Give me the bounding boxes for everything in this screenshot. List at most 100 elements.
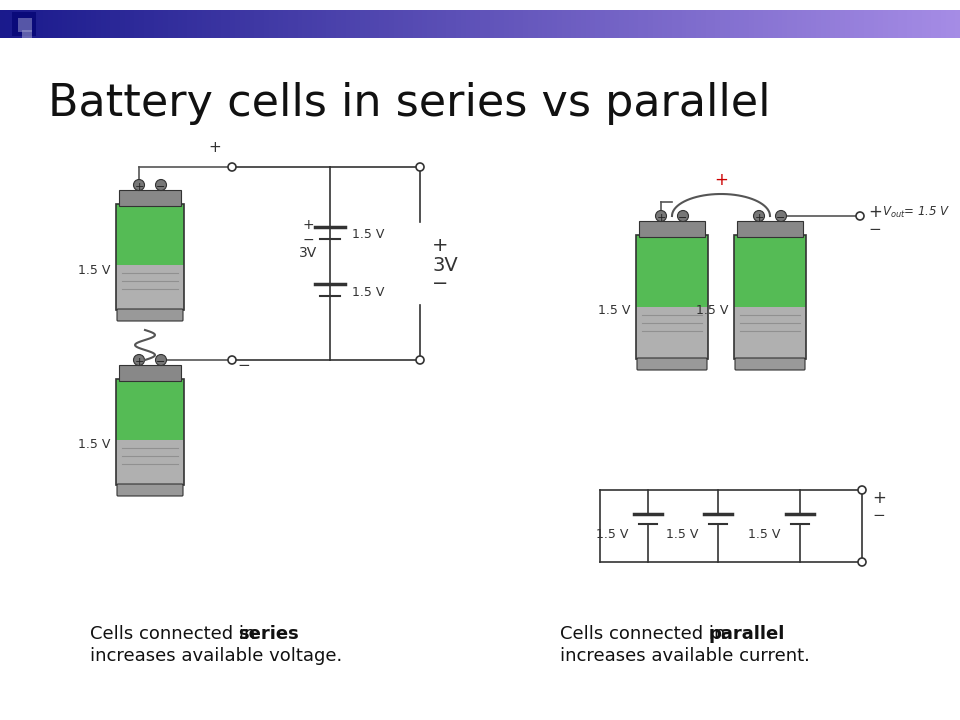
Bar xyxy=(379,10,385,38)
Text: 1.5 V: 1.5 V xyxy=(595,528,628,541)
Bar xyxy=(432,10,438,38)
Bar xyxy=(206,10,212,38)
Bar xyxy=(14,10,20,38)
Bar xyxy=(149,10,155,38)
Bar xyxy=(648,10,654,38)
Bar xyxy=(125,10,131,38)
Text: 1.5 V: 1.5 V xyxy=(352,286,384,299)
Bar xyxy=(883,10,889,38)
Circle shape xyxy=(776,210,786,222)
Bar xyxy=(360,10,366,38)
Circle shape xyxy=(156,179,166,191)
Bar xyxy=(523,10,529,38)
Bar xyxy=(782,10,788,38)
Bar xyxy=(403,10,409,38)
Text: −: − xyxy=(156,357,166,367)
Bar xyxy=(298,10,303,38)
Bar xyxy=(634,10,639,38)
Text: 1.5 V: 1.5 V xyxy=(78,438,110,451)
Bar xyxy=(636,307,708,359)
Bar xyxy=(614,10,620,38)
Bar xyxy=(365,10,371,38)
Bar xyxy=(110,10,116,38)
Bar xyxy=(86,10,92,38)
Bar xyxy=(672,10,678,38)
Bar xyxy=(182,10,188,38)
Bar xyxy=(278,10,284,38)
Bar xyxy=(787,10,793,38)
Bar xyxy=(250,10,255,38)
Bar xyxy=(893,10,899,38)
Bar xyxy=(130,10,135,38)
Bar xyxy=(658,10,663,38)
Bar xyxy=(552,10,558,38)
Bar xyxy=(5,10,11,38)
Bar xyxy=(216,10,222,38)
Bar xyxy=(629,10,635,38)
Bar xyxy=(605,10,611,38)
Bar xyxy=(187,10,193,38)
Text: 1.5 V: 1.5 V xyxy=(352,228,384,241)
Bar xyxy=(677,10,683,38)
Bar xyxy=(926,10,932,38)
Bar xyxy=(922,10,927,38)
Bar xyxy=(240,10,246,38)
Bar xyxy=(134,10,140,38)
Bar xyxy=(346,10,351,38)
Bar xyxy=(12,12,36,36)
Bar xyxy=(586,10,591,38)
Bar xyxy=(706,10,711,38)
Text: −: − xyxy=(777,213,785,223)
Bar xyxy=(322,10,327,38)
Bar xyxy=(845,10,851,38)
Bar xyxy=(610,10,615,38)
Bar xyxy=(874,10,879,38)
Bar xyxy=(533,10,539,38)
Bar xyxy=(749,10,755,38)
Bar xyxy=(475,10,481,38)
Bar xyxy=(470,10,476,38)
Bar xyxy=(480,10,486,38)
Text: +: + xyxy=(868,203,882,221)
Bar xyxy=(96,10,102,38)
Bar xyxy=(312,10,318,38)
Bar xyxy=(955,10,960,38)
Bar xyxy=(264,10,270,38)
Bar xyxy=(58,10,63,38)
Bar xyxy=(442,10,447,38)
Bar xyxy=(336,10,342,38)
Bar xyxy=(418,10,423,38)
Bar xyxy=(821,10,827,38)
Bar xyxy=(154,10,159,38)
Bar xyxy=(116,266,184,310)
Bar xyxy=(101,10,107,38)
Bar xyxy=(950,10,956,38)
Text: −: − xyxy=(868,222,880,238)
Bar xyxy=(288,10,294,38)
Bar xyxy=(595,10,601,38)
Bar xyxy=(245,10,251,38)
Bar xyxy=(38,10,44,38)
Bar xyxy=(696,10,702,38)
Bar xyxy=(451,10,457,38)
Text: Battery cells in series vs parallel: Battery cells in series vs parallel xyxy=(48,82,771,125)
Text: +: + xyxy=(657,213,665,223)
Circle shape xyxy=(856,212,864,220)
Bar xyxy=(754,10,759,38)
FancyBboxPatch shape xyxy=(637,358,707,370)
Bar xyxy=(120,10,126,38)
Bar xyxy=(307,10,313,38)
Text: −: − xyxy=(679,213,687,223)
Bar xyxy=(62,10,68,38)
Text: series: series xyxy=(238,625,299,643)
Bar xyxy=(528,10,534,38)
Bar xyxy=(504,10,510,38)
Bar xyxy=(293,10,299,38)
Bar xyxy=(701,10,707,38)
Bar xyxy=(667,10,673,38)
Bar xyxy=(202,10,207,38)
Bar xyxy=(682,10,687,38)
Text: 1.5 V: 1.5 V xyxy=(78,264,110,276)
Text: Cells connected in: Cells connected in xyxy=(90,625,261,643)
Bar xyxy=(835,10,841,38)
